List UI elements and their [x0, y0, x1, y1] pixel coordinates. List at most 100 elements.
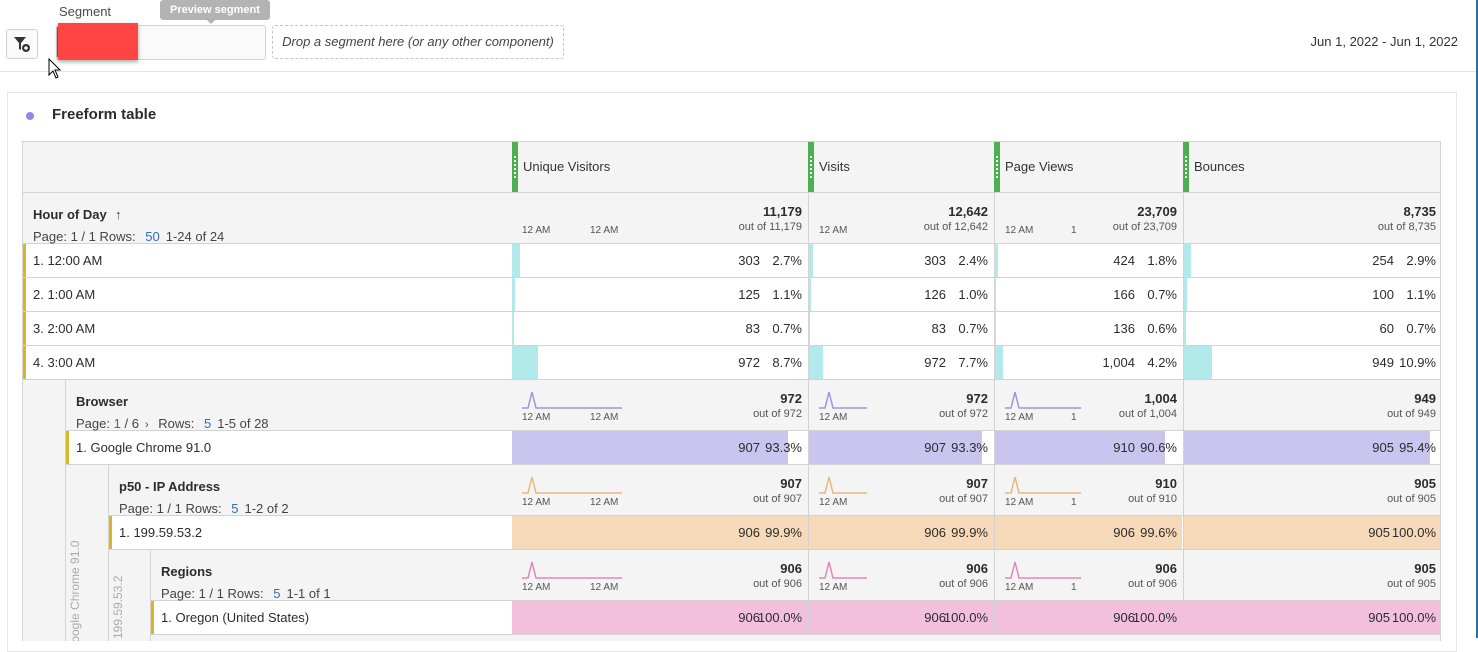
sparkline-0 [522, 201, 622, 223]
table-row[interactable]: 2. 1:00 AM 125 1.1% 126 1.0% 166 0.7% 100 1.1% [23, 278, 1440, 312]
metric-cell[interactable]: 303 2.4% [808, 244, 994, 277]
metric-percent: 2.9% [1406, 253, 1436, 268]
dimension-title[interactable]: Hour of Day [33, 207, 107, 222]
column-drag-handle[interactable] [1183, 142, 1189, 192]
metric-cell[interactable]: 83 0.7% [808, 312, 994, 345]
metric-value: 424 [1113, 253, 1135, 268]
metric-cell[interactable]: 100 1.1% [1183, 278, 1440, 311]
metric-value: 972 [924, 355, 946, 370]
percent-bar [1184, 244, 1192, 277]
next-page-chevron-icon[interactable]: › [144, 419, 149, 431]
page-current[interactable]: 1 [113, 416, 121, 431]
metric-value: 972 [738, 355, 760, 370]
summary-cell: 12 AM 1 910 out of 910 [994, 465, 1183, 515]
row-label[interactable]: 4. 3:00 AM [33, 355, 96, 370]
metric-cell[interactable]: 60 0.7% [1183, 312, 1440, 345]
metric-cell[interactable]: 906 100.0% [808, 601, 994, 634]
table-row[interactable]: 4. 3:00 AM 972 8.7% 972 7.7% 1,004 4.2% 949 10.9… [23, 346, 1440, 380]
redacted-segment-chip[interactable] [58, 23, 138, 60]
rows-label: Rows: [99, 229, 136, 244]
metric-cell[interactable]: 910 90.6% [994, 431, 1183, 464]
sparkline-axis-end: 1 [1071, 582, 1077, 593]
row-label[interactable]: 1. 12:00 AM [33, 253, 103, 268]
row-label[interactable]: 1. Google Chrome 91.0 [76, 440, 212, 455]
row-selection-bar [151, 601, 154, 634]
table-row[interactable]: 1. Oregon (United States) 906 100.0% 906 100… [151, 601, 1440, 635]
table-row[interactable]: 1. 199.59.53.2 906 99.9% 906 99.9% 906 99.6% 90… [109, 516, 1440, 550]
column-header-unique-visitors[interactable]: Unique Visitors [512, 142, 808, 192]
metric-cell[interactable]: 907 93.3% [808, 431, 994, 464]
scrollbar[interactable] [1476, 0, 1478, 638]
metric-percent: 0.6% [1147, 321, 1177, 336]
metric-cell[interactable]: 125 1.1% [512, 278, 808, 311]
percent-bar [512, 346, 538, 379]
total-value: 907 [966, 476, 988, 491]
row-label[interactable]: 1. 199.59.53.2 [119, 525, 203, 540]
metric-cell[interactable]: 972 7.7% [808, 346, 994, 379]
total-out-of: out of 23,709 [1112, 221, 1177, 233]
column-header-visits[interactable]: Visits [808, 142, 994, 192]
metric-cell[interactable]: 166 0.7% [994, 278, 1183, 311]
rows-per-page-select[interactable]: 5 [203, 416, 212, 431]
add-filter-button[interactable] [6, 29, 38, 59]
mouse-cursor-icon [48, 58, 62, 79]
sparkline-0 [522, 391, 622, 409]
metric-cell[interactable]: 136 0.6% [994, 312, 1183, 345]
rows-per-page-select[interactable]: 5 [231, 501, 239, 516]
row-label[interactable]: 1. Oregon (United States) [161, 610, 310, 625]
row-label[interactable]: 3. 2:00 AM [33, 321, 96, 336]
column-drag-handle[interactable] [994, 142, 1000, 192]
rows-per-page-select[interactable]: 5 [273, 586, 281, 601]
sort-ascending-icon[interactable]: ↑ [115, 207, 122, 222]
date-range[interactable]: Jun 1, 2022 - Jun 1, 2022 [1310, 34, 1458, 49]
metric-cell[interactable]: 905 95.4% [1183, 431, 1440, 464]
column-total: 1,004 out of 1,004 [1119, 392, 1177, 421]
column-header-bounces[interactable]: Bounces [1183, 142, 1440, 192]
metric-cell[interactable]: 906 99.6% [994, 516, 1183, 549]
row-range: 1-5 of 28 [217, 416, 269, 431]
percent-bar [809, 346, 824, 379]
metric-cell[interactable]: 303 2.7% [512, 244, 808, 277]
dimension-title[interactable]: Regions [161, 564, 213, 579]
summary-cell: 8,735 out of 8,735 [1183, 193, 1440, 243]
metric-cell[interactable]: 906 100.0% [512, 601, 808, 634]
metric-cell[interactable]: 1,004 4.2% [994, 346, 1183, 379]
table-row[interactable]: 1. 12:00 AM 303 2.7% 303 2.4% 424 1.8% 254 2.9% [23, 244, 1440, 278]
pagination-info: Page: 1 / 1 Rows: 50 1-24 of 24 [33, 229, 224, 244]
row-label[interactable]: 2. 1:00 AM [33, 287, 96, 302]
metric-cell[interactable]: 906 100.0% [994, 601, 1183, 634]
summary-cell: 12 AM 906 out of 906 [808, 550, 994, 600]
column-drag-handle[interactable] [808, 142, 814, 192]
metric-cell[interactable]: 907 93.3% [512, 431, 808, 464]
column-header-page-views[interactable]: Page Views [994, 142, 1183, 192]
drop-zone[interactable]: Drop a segment here (or any other compon… [272, 25, 564, 59]
sparkline-axis-start: 12 AM [819, 582, 848, 593]
percent-bar [1184, 516, 1440, 549]
metric-value: 906 [1113, 610, 1135, 625]
column-drag-handle[interactable] [512, 142, 518, 192]
metric-cell[interactable]: 906 99.9% [808, 516, 994, 549]
metric-cell[interactable]: 83 0.7% [512, 312, 808, 345]
metric-value: 907 [924, 440, 946, 455]
metric-cell[interactable]: 905 100.0% [1183, 601, 1440, 634]
metric-cell[interactable]: 126 1.0% [808, 278, 994, 311]
rows-per-page-select[interactable]: 50 [145, 229, 160, 244]
table-row[interactable]: 1. Google Chrome 91.0 907 93.3% 907 93.3% 910… [66, 431, 1440, 465]
metric-cell[interactable]: 424 1.8% [994, 244, 1183, 277]
panel-title[interactable]: Freeform table [52, 106, 157, 123]
dimension-title[interactable]: Browser [76, 394, 129, 409]
percent-bar [995, 601, 1183, 634]
metric-cell[interactable]: 949 10.9% [1183, 346, 1440, 379]
column-total: 8,735 out of 8,735 [1378, 205, 1436, 234]
nest-gutter [23, 380, 66, 641]
metric-cell[interactable]: 254 2.9% [1183, 244, 1440, 277]
metric-cell[interactable]: 906 99.9% [512, 516, 808, 549]
metric-percent: 1.1% [772, 287, 802, 302]
total-value: 906 [966, 561, 988, 576]
metric-cell[interactable]: 972 8.7% [512, 346, 808, 379]
dimension-title[interactable]: p50 - IP Address [119, 479, 221, 494]
table-row[interactable]: 3. 2:00 AM 83 0.7% 83 0.7% 136 0.6% 60 0.7% [23, 312, 1440, 346]
metric-cell[interactable]: 905 100.0% [1183, 516, 1440, 549]
sparkline-axis-start: 12 AM [522, 412, 551, 423]
panel-status-dot [26, 112, 34, 120]
